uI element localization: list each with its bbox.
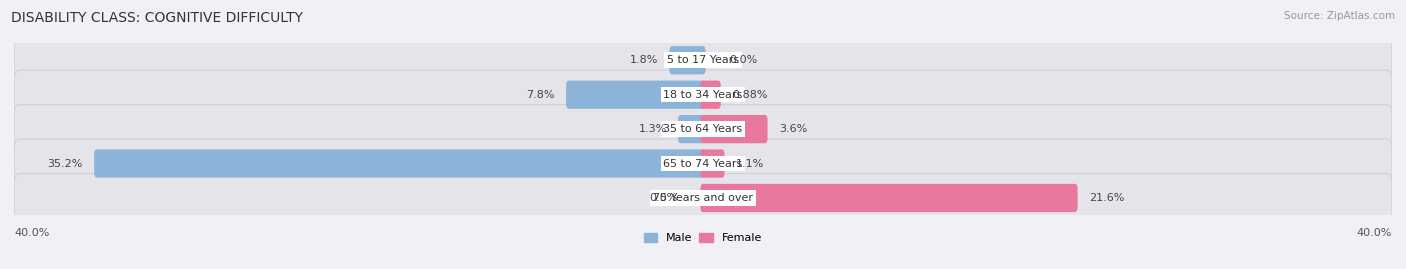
FancyBboxPatch shape — [14, 139, 1392, 188]
Text: 0.0%: 0.0% — [728, 55, 756, 65]
Text: 3.6%: 3.6% — [779, 124, 807, 134]
Text: 1.3%: 1.3% — [638, 124, 666, 134]
Text: 18 to 34 Years: 18 to 34 Years — [664, 90, 742, 100]
Text: 65 to 74 Years: 65 to 74 Years — [664, 158, 742, 169]
Text: 1.1%: 1.1% — [735, 158, 763, 169]
Text: 1.8%: 1.8% — [630, 55, 658, 65]
Legend: Male, Female: Male, Female — [640, 228, 766, 247]
FancyBboxPatch shape — [669, 46, 706, 74]
FancyBboxPatch shape — [567, 81, 706, 109]
Text: 21.6%: 21.6% — [1088, 193, 1125, 203]
Text: 7.8%: 7.8% — [526, 90, 555, 100]
FancyBboxPatch shape — [700, 115, 768, 143]
Text: Source: ZipAtlas.com: Source: ZipAtlas.com — [1284, 11, 1395, 21]
Text: DISABILITY CLASS: COGNITIVE DIFFICULTY: DISABILITY CLASS: COGNITIVE DIFFICULTY — [11, 11, 304, 25]
FancyBboxPatch shape — [94, 150, 706, 178]
Text: 40.0%: 40.0% — [1357, 228, 1392, 238]
FancyBboxPatch shape — [700, 184, 1077, 212]
Text: 35.2%: 35.2% — [48, 158, 83, 169]
Text: 5 to 17 Years: 5 to 17 Years — [666, 55, 740, 65]
FancyBboxPatch shape — [14, 174, 1392, 222]
Text: 35 to 64 Years: 35 to 64 Years — [664, 124, 742, 134]
FancyBboxPatch shape — [14, 105, 1392, 154]
Text: 0.0%: 0.0% — [650, 193, 678, 203]
Text: 0.88%: 0.88% — [733, 90, 768, 100]
Text: 40.0%: 40.0% — [14, 228, 49, 238]
FancyBboxPatch shape — [14, 36, 1392, 85]
FancyBboxPatch shape — [14, 70, 1392, 119]
FancyBboxPatch shape — [678, 115, 706, 143]
FancyBboxPatch shape — [700, 81, 721, 109]
FancyBboxPatch shape — [700, 150, 724, 178]
Text: 75 Years and over: 75 Years and over — [652, 193, 754, 203]
